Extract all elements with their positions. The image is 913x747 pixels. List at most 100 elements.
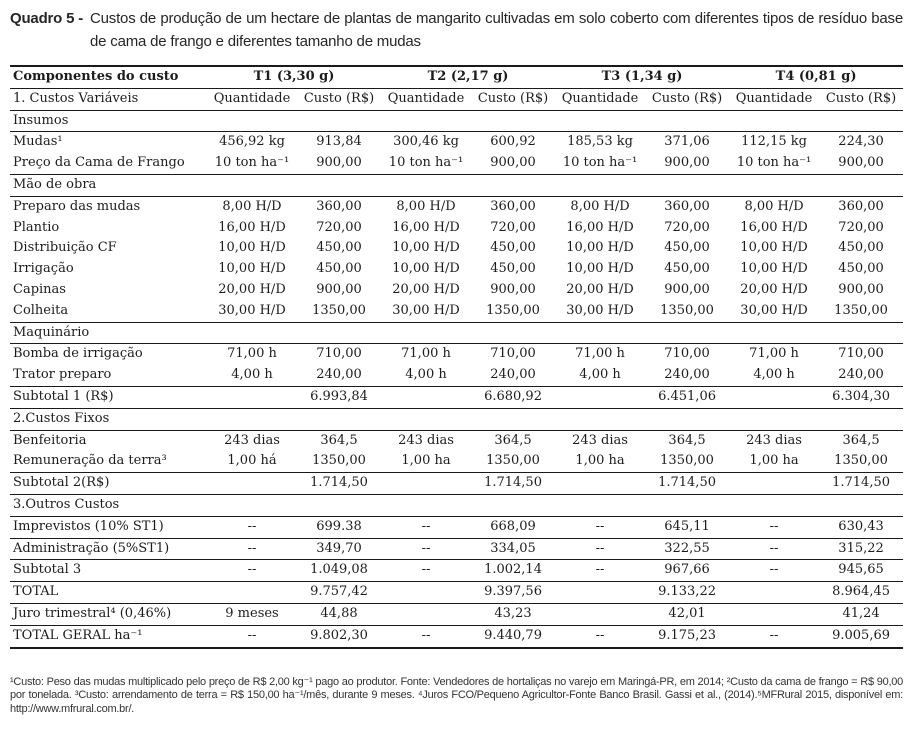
table-row: Bomba de irrigação 71,00 h 710,00 71,00 h 71… [10, 344, 903, 365]
table-cell: 900,00 [490, 281, 536, 297]
table-cell: -- [381, 516, 472, 539]
footnotes: ¹Custo: Peso das mudas multiplicado pelo… [10, 675, 903, 715]
table-cell: 9.005,69 [819, 625, 904, 649]
table-cell [381, 581, 472, 604]
table-caption-text: Custos de produção de um hectare de plan… [90, 10, 903, 50]
table-cell: 8,00 H/D [570, 198, 630, 214]
table-cell: -- [729, 559, 820, 583]
header-custos-variaveis: 1. Custos Variáveis [10, 88, 207, 111]
table-cell: 16,00 H/D [218, 219, 286, 235]
table-cell: 9.757,42 [297, 581, 382, 604]
table-cell: 1350,00 [819, 300, 904, 323]
row-label: Imprevistos (10% ST1) [10, 516, 207, 539]
section-row: Insumos [10, 110, 904, 133]
table-cell: 44,88 [297, 603, 382, 626]
table-cell [381, 386, 472, 409]
table-cell: 364,5 [668, 432, 706, 448]
table-cell: 900,00 [316, 281, 362, 297]
table-cell: -- [381, 559, 472, 583]
table-cell: 371,06 [664, 134, 710, 150]
table-cell: 1350,00 [471, 300, 556, 323]
table-cell: 20,00 H/D [218, 281, 286, 297]
table-cell: 1.714,50 [819, 472, 904, 495]
section-label: Insumos [10, 110, 904, 133]
page: Quadro 5 - Custos de produção de um hect… [10, 7, 904, 715]
header-t2: T2 (2,17 g) [381, 64, 556, 89]
table-cell: 185,53 kg [567, 134, 633, 150]
table-cell: -- [555, 625, 646, 649]
table-cell [729, 581, 820, 604]
table-cell: 360,00 [838, 198, 884, 214]
table-cell: 10,00 H/D [218, 240, 286, 256]
table-cell: 1,00 há [207, 451, 297, 474]
table-cell: 900,00 [471, 153, 556, 175]
subheader-custo: Custo (R$) [645, 88, 730, 111]
table-caption: Quadro 5 - Custos de produção de um hect… [10, 7, 903, 53]
table-cell: 30,00 H/D [207, 300, 297, 323]
row-label: Colheita [10, 300, 207, 323]
table-cell: -- [381, 538, 472, 561]
table-cell: 349,70 [297, 538, 382, 561]
table-cell: 360,00 [316, 198, 362, 214]
table-cell: 945,65 [819, 559, 904, 583]
row-label: Distribuição CF [13, 240, 117, 256]
table-cell: 900,00 [819, 153, 904, 175]
table-cell: 1350,00 [645, 451, 730, 474]
table-cell: 450,00 [838, 240, 884, 256]
table-row: Preparo das mudas 8,00 H/D 360,00 8,00 H/D 3… [10, 196, 903, 217]
table-cell: -- [381, 625, 472, 649]
table-cell: 10,00 H/D [740, 240, 808, 256]
table-cell: 10,00 H/D [392, 240, 460, 256]
table-cell: 20,00 H/D [566, 281, 634, 297]
table-cell: 10,00 H/D [218, 261, 286, 277]
table-cell: 41,24 [819, 603, 904, 626]
table-row: Mudas¹ 456,92 kg 913,84 300,46 kg 600,92 185,… [10, 132, 903, 153]
table-cell: 1350,00 [471, 451, 556, 474]
row-label: Capinas [13, 281, 66, 297]
table-cell: 9 meses [207, 603, 297, 626]
subheader-quantidade: Quantidade [729, 88, 820, 111]
table-cell: 9.397,56 [471, 581, 556, 604]
row-label: Subtotal 2(R$) [10, 472, 207, 495]
table-cell: 364,5 [842, 432, 880, 448]
table-cell: 322,55 [645, 538, 730, 561]
table-row: Plantio 16,00 H/D 720,00 16,00 H/D 720,00 16,… [10, 218, 903, 239]
table-cell: 4,00 h [729, 365, 820, 387]
table-cell: 71,00 h [401, 346, 451, 362]
table-row: Distribuição CF 10,00 H/D 450,00 10,00 H/D 4… [10, 238, 903, 259]
table-cell: 8,00 H/D [744, 198, 804, 214]
table-row: Colheita 30,00 H/D 1350,00 30,00 H/D 1350,00… [10, 300, 904, 323]
section-row: Maquinário [10, 322, 904, 345]
row-label: Benfeitoria [13, 432, 87, 448]
table-cell: 30,00 H/D [555, 300, 646, 323]
table-cell: 10 ton ha⁻¹ [729, 153, 820, 175]
table-cell: -- [729, 625, 820, 649]
table-cell: 1,00 ha [381, 451, 472, 474]
table-row: TOTAL GERAL ha⁻¹ -- 9.802,30 -- 9.440,79 -- 9.… [10, 625, 904, 649]
table-cell: 9.440,79 [471, 625, 556, 649]
table-cell: 699.38 [297, 516, 382, 539]
table-cell: 6.451,06 [645, 386, 730, 409]
table-cell: 900,00 [645, 153, 730, 175]
row-label: Subtotal 1 (R$) [10, 386, 207, 409]
table-cell: 20,00 H/D [392, 281, 460, 297]
header-row-treatments: Componentes do custo T1 (3,30 g) T2 (2,1… [10, 64, 904, 89]
table-cell: 43,23 [471, 603, 556, 626]
table-cell: 224,30 [838, 134, 884, 150]
table-cell [555, 603, 646, 626]
table-cell [555, 581, 646, 604]
table-cell: -- [555, 538, 646, 561]
table-cell: 315,22 [819, 538, 904, 561]
section-row: 3.Outros Custos [10, 494, 904, 517]
table-cell: 630,43 [819, 516, 904, 539]
table-cell [207, 386, 297, 409]
subheader-custo: Custo (R$) [297, 88, 382, 111]
table-cell: 900,00 [297, 153, 382, 175]
table-cell: 243 dias [398, 432, 454, 448]
table-cell [729, 472, 820, 495]
table-row: Juro trimestral⁴ (0,46%) 9 meses 44,88 43,2… [10, 603, 904, 626]
table-cell: 1.049,08 [297, 559, 382, 583]
table-cell: 1.714,50 [471, 472, 556, 495]
table-cell: 42,01 [645, 603, 730, 626]
row-label: Plantio [13, 219, 60, 235]
